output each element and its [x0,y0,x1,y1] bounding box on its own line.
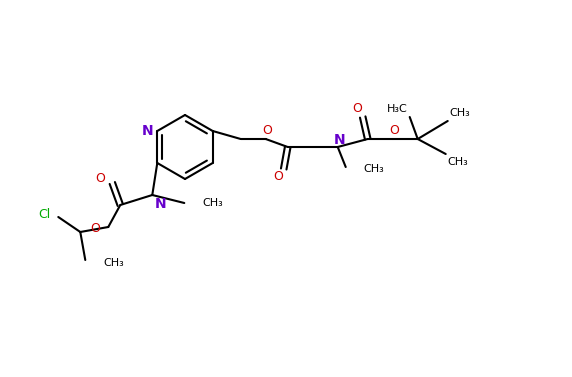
Text: Cl: Cl [38,207,50,221]
Text: CH₃: CH₃ [448,157,468,167]
Text: O: O [352,103,362,115]
Text: O: O [96,172,105,184]
Text: O: O [90,222,100,236]
Text: N: N [154,197,166,211]
Text: CH₃: CH₃ [202,198,223,208]
Text: CH₃: CH₃ [450,108,470,118]
Text: N: N [334,133,345,147]
Text: N: N [142,124,153,138]
Text: CH₃: CH₃ [364,164,384,174]
Text: H₃C: H₃C [387,104,408,114]
Text: O: O [262,124,272,136]
Text: O: O [273,170,283,184]
Text: CH₃: CH₃ [104,258,124,268]
Text: O: O [389,124,399,136]
